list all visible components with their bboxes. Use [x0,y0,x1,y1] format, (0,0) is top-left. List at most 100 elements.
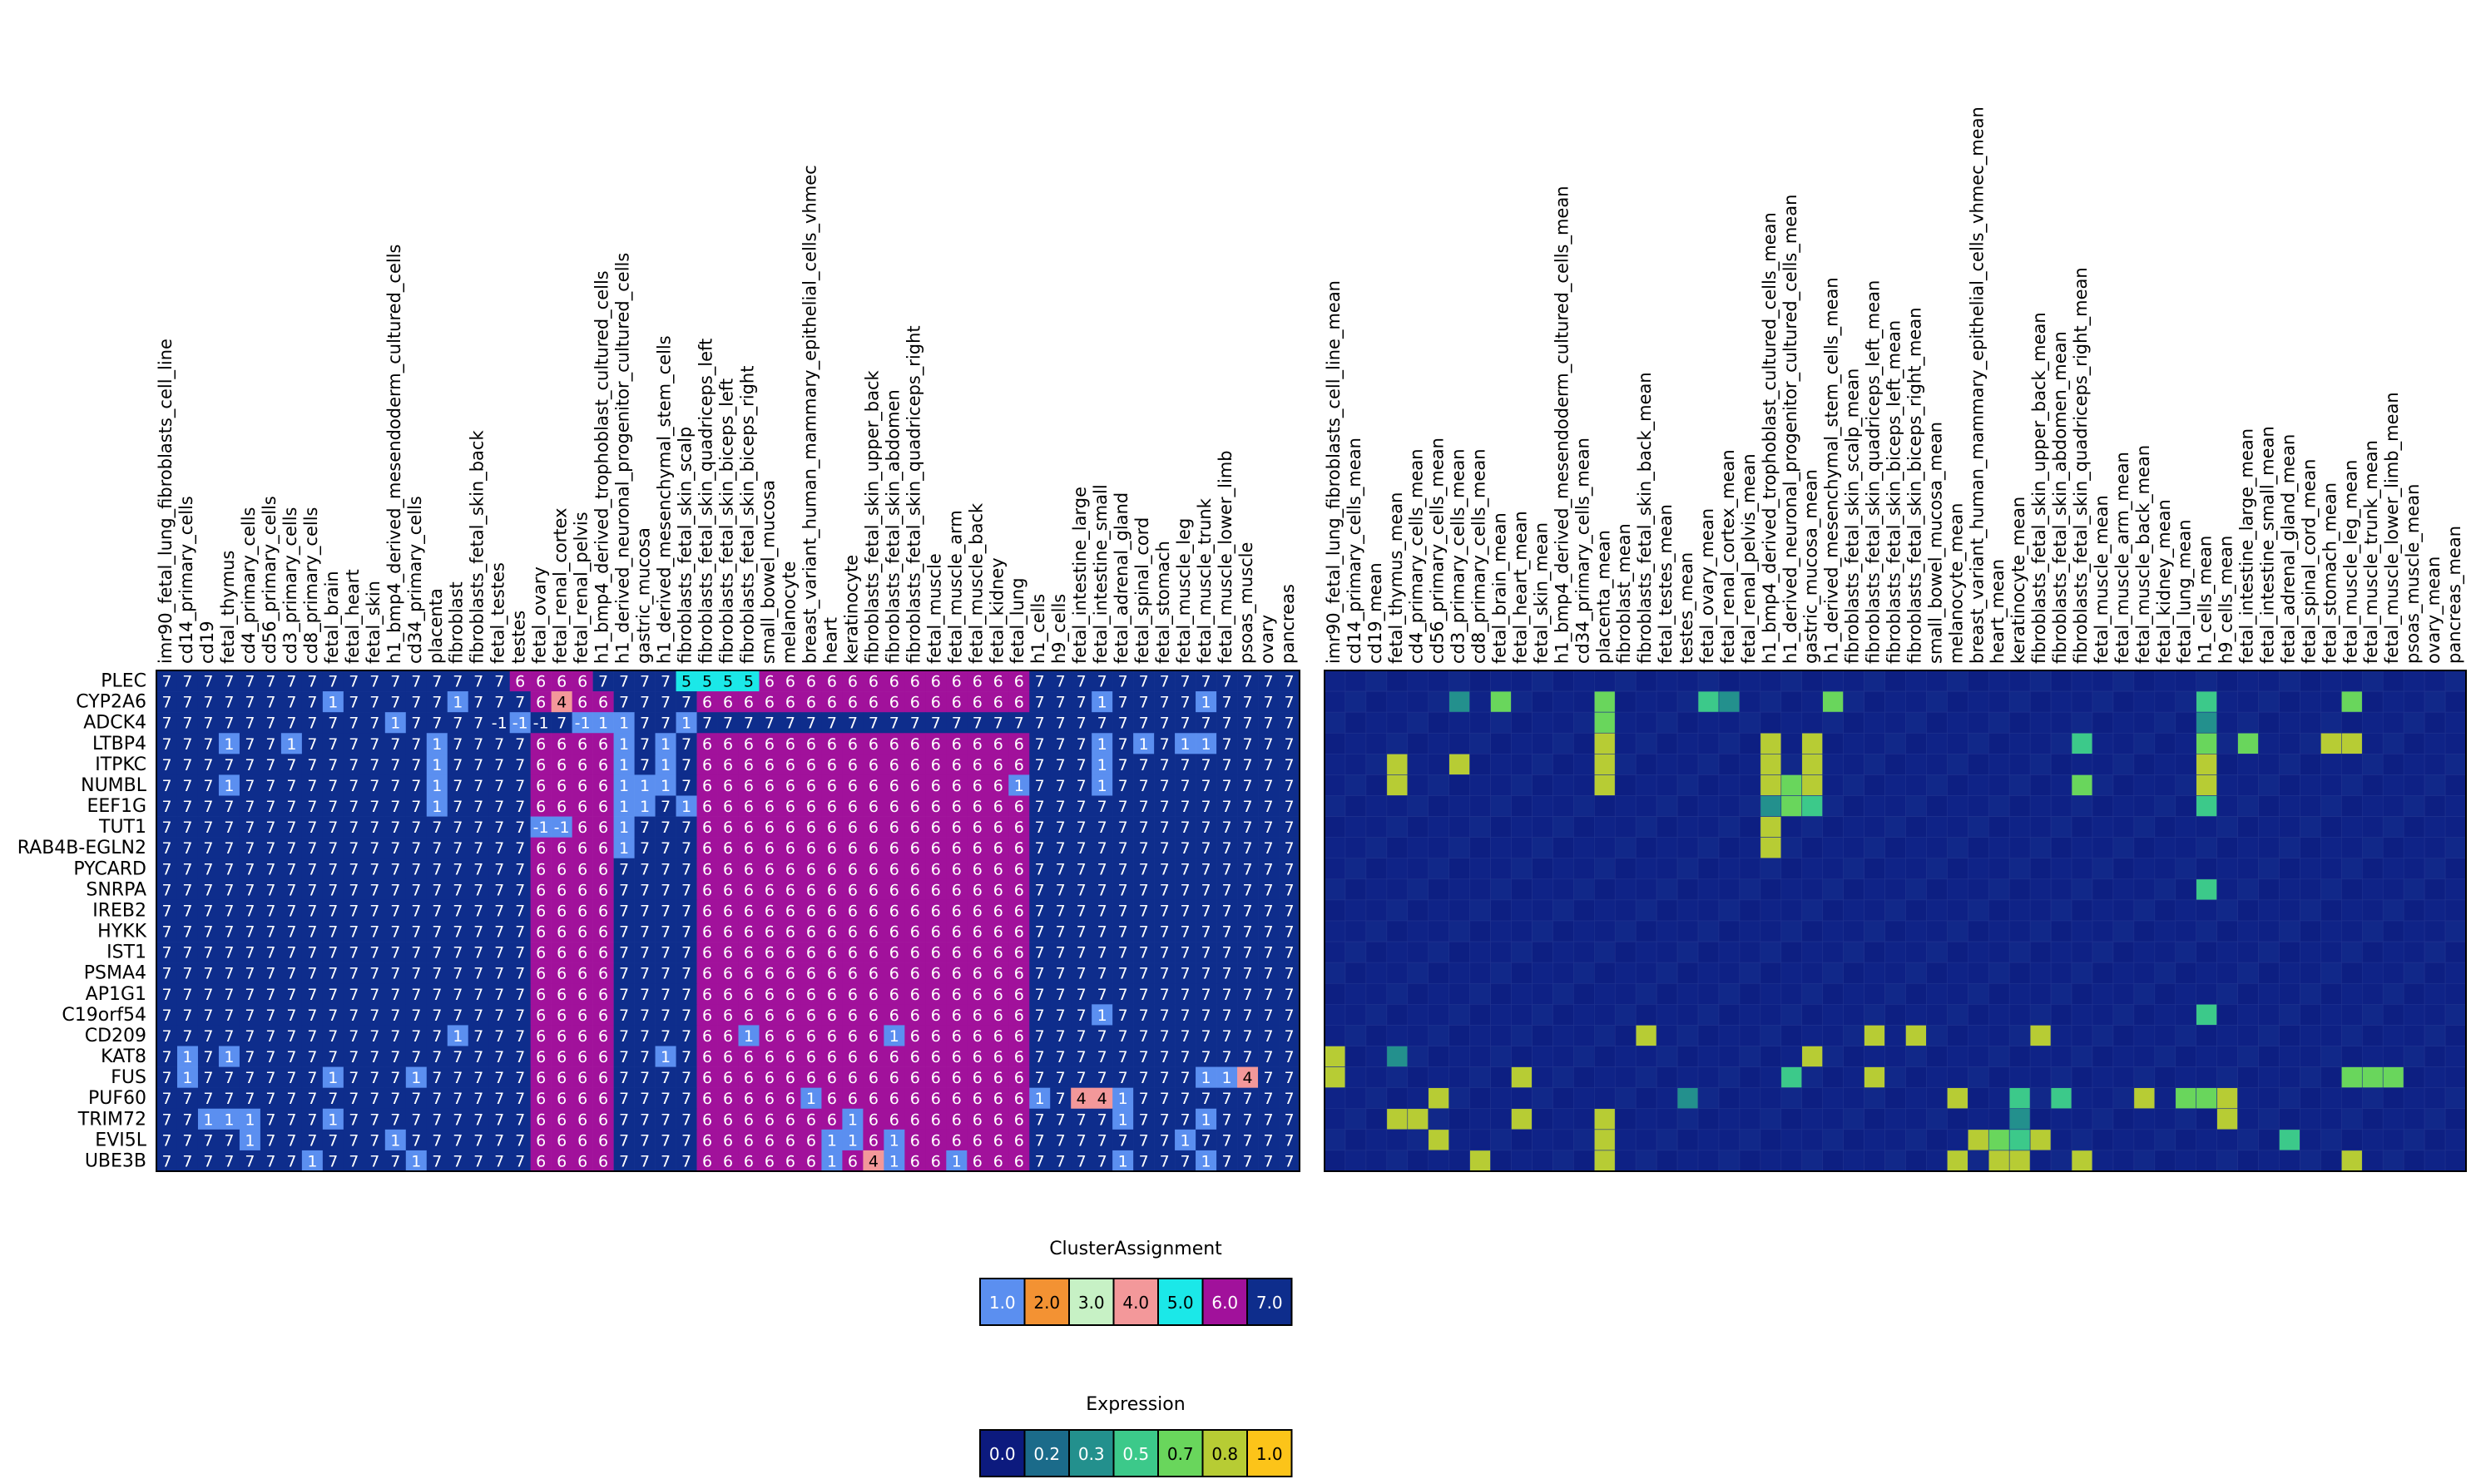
cluster-cell [509,670,531,692]
cluster-cell-label: 7 [224,715,234,733]
cluster-cell-label: 7 [307,860,317,878]
expression-cell [1552,1066,1574,1088]
expression-cell [2320,1046,2342,1067]
cluster-cell-label: 7 [1118,860,1128,878]
cluster-cell-label: 7 [681,1007,691,1025]
expression-cell [1676,774,1699,796]
cluster-cell [634,754,656,775]
cluster-cell [405,754,428,775]
expression-cell [1905,670,1927,692]
cluster-cell-label: 6 [598,1131,608,1150]
cluster-cell-label: 7 [203,735,213,754]
expression-cell [2154,1150,2176,1172]
expression-cell [2403,837,2425,859]
cluster-cell [280,691,303,713]
expression-cell [1532,920,1553,942]
cluster-cell-label: 7 [161,694,171,712]
cluster-cell-label: 7 [1284,1027,1294,1046]
expression-cell [1614,690,1637,713]
expression-cell [1490,878,1512,901]
expression-cell [2175,920,2197,942]
expression-cell [1718,878,1741,901]
cluster-cell [925,712,947,734]
cluster-cell-label: 7 [349,819,359,837]
expression-cell [1344,962,1367,984]
expression-cell [1593,670,1616,692]
cluster-cell [821,754,843,775]
cluster-cell-label: 6 [910,923,920,942]
cluster-cell-label: 7 [411,798,421,816]
expression-cell [2279,858,2300,880]
cluster-cell [759,670,780,692]
expression-cell [1843,1066,1864,1088]
cluster-cell-label: 6 [973,965,983,983]
expression-cell [1448,816,1470,838]
expression-cell [2092,1025,2114,1046]
cluster-cell-label: 6 [869,1048,879,1066]
expression-cell [1490,1087,1512,1110]
colorbar-value: 3.0 [1078,1293,1105,1313]
expression-cell [2341,920,2363,942]
cluster-cell-label: 7 [473,777,483,795]
cluster-cell-label: 7 [245,1090,255,1108]
cluster-cell-label: 7 [619,1152,629,1170]
cluster-cell [1237,712,1259,734]
cluster-cell-label: 6 [827,902,837,920]
expression-cell [2071,858,2093,880]
cluster-cell-label: 1 [432,798,442,816]
cluster-cell-label: 7 [1201,756,1211,774]
expression-cell [2320,941,2342,963]
cluster-cell [967,733,988,754]
cluster-cell-label: 6 [993,819,1003,837]
expression-cell [1532,754,1553,775]
expression-cell [1448,795,1470,817]
expression-cell [1386,1066,1409,1088]
cluster-cell-label: 6 [806,1131,816,1150]
cluster-cell [655,691,676,713]
cluster-cell [988,754,1009,775]
expression-column-label: melanocyte_mean [1946,503,1967,664]
cluster-cell-label: 6 [702,1027,712,1046]
cluster-cell [301,691,324,713]
cluster-cell-label: 7 [1056,1111,1066,1129]
cluster-cell-label: 6 [827,777,837,795]
cluster-cell-label: 1 [619,715,629,733]
cluster-cell-label: 7 [1222,839,1232,858]
expression-cell [1448,982,1470,1005]
expression-cell [1676,920,1699,942]
cluster-cell-label: 7 [432,986,442,1004]
expression-cell [2444,690,2467,713]
expression-cell [2403,670,2425,692]
expression-cell [2382,774,2404,796]
expression-cell [1365,711,1388,734]
cluster-cell [447,712,469,734]
expression-cell [2341,1025,2363,1046]
cluster-column-label: cd8_primary_cells [301,507,322,665]
expression-cell [2112,982,2135,1005]
cluster-cell-label: 7 [1201,860,1211,878]
expression-cell [2154,858,2176,880]
expression-cell [2300,899,2321,922]
cluster-cell [218,691,240,713]
expression-cell [2071,1108,2093,1130]
cluster-cell-label: 7 [1181,1048,1191,1066]
expression-cell [2175,795,2197,817]
cluster-cell-label: 7 [1181,1007,1191,1025]
expression-cell [2444,670,2467,692]
cluster-cell-label: 6 [598,881,608,899]
cluster-cell-label: 6 [1014,819,1024,837]
cluster-cell [884,733,905,754]
expression-column-label: fetal_muscle_arm_mean [2112,452,2133,664]
expression-cell [1635,837,1657,859]
cluster-cell-label: 6 [577,1027,587,1046]
cluster-cell-label: 7 [1263,715,1273,733]
expression-cell [1656,1129,1678,1151]
expression-cell [2258,1129,2280,1151]
expression-cell [2133,1046,2156,1067]
cluster-cell [551,712,572,734]
cluster-cell-label: 6 [869,735,879,754]
cluster-cell-label: 7 [473,1111,483,1129]
cluster-cell-label: 6 [557,798,567,816]
cluster-cell-label: 6 [577,756,587,774]
expression-cell [1448,858,1470,880]
